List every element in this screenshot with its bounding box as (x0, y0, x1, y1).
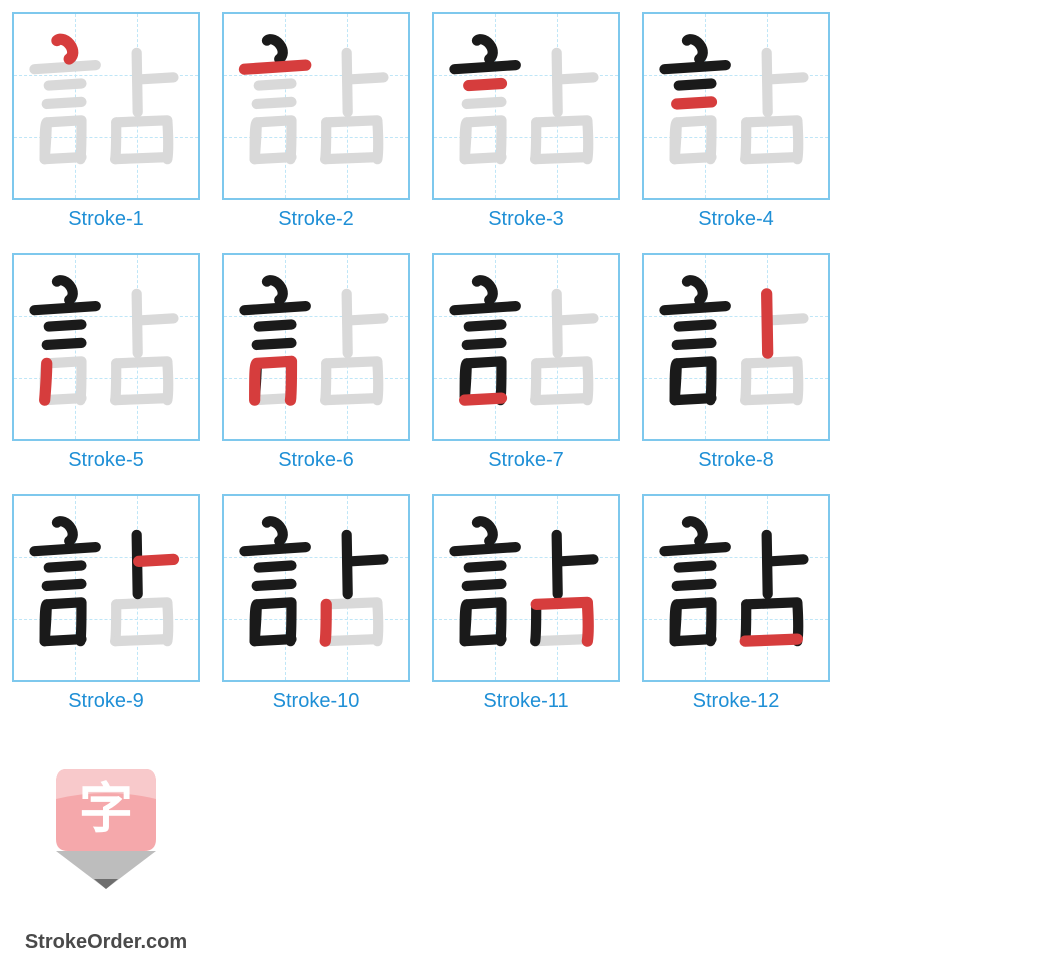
logo-cell: 字 StrokeOrder.com (12, 735, 200, 954)
stroke-step-1: Stroke-1 (12, 12, 200, 231)
stroke-tile (222, 253, 410, 441)
stroke-tile (642, 12, 830, 200)
stroke-step-5: Stroke-5 (12, 253, 200, 472)
stroke-caption: Stroke-7 (488, 449, 564, 472)
stroke-step-8: Stroke-8 (642, 253, 830, 472)
stroke-tile (12, 494, 200, 682)
stroke-caption: Stroke-10 (273, 690, 360, 713)
stroke-caption: Stroke-9 (68, 690, 144, 713)
stroke-caption: Stroke-6 (278, 449, 354, 472)
stroke-caption: Stroke-5 (68, 449, 144, 472)
stroke-caption: Stroke-8 (698, 449, 774, 472)
stroke-tile (222, 494, 410, 682)
stroke-step-2: Stroke-2 (222, 12, 410, 231)
stroke-caption: Stroke-2 (278, 208, 354, 231)
stroke-tile (12, 12, 200, 200)
stroke-tile (642, 253, 830, 441)
logo-tile: 字 (12, 735, 200, 923)
stroke-step-7: Stroke-7 (432, 253, 620, 472)
stroke-tile (222, 12, 410, 200)
stroke-caption: Stroke-11 (483, 690, 568, 713)
stroke-step-4: Stroke-4 (642, 12, 830, 231)
stroke-caption: Stroke-4 (698, 208, 774, 231)
stroke-caption: Stroke-3 (488, 208, 564, 231)
stroke-step-10: Stroke-10 (222, 494, 410, 713)
stroke-caption: Stroke-12 (693, 690, 780, 713)
logo-glyph: 字 (79, 779, 133, 839)
stroke-tile (432, 494, 620, 682)
stroke-step-12: Stroke-12 (642, 494, 830, 713)
site-name: StrokeOrder.com (25, 931, 187, 954)
stroke-caption: Stroke-1 (68, 208, 144, 231)
stroke-step-3: Stroke-3 (432, 12, 620, 231)
stroke-tile (432, 253, 620, 441)
stroke-tile (12, 253, 200, 441)
stroke-step-9: Stroke-9 (12, 494, 200, 713)
stroke-order-grid: Stroke-1 Stroke-2 Stroke-3 Stroke-4 Stroke-5… (12, 12, 1038, 954)
stroke-step-6: Stroke-6 (222, 253, 410, 472)
stroke-step-11: Stroke-11 (432, 494, 620, 713)
stroke-tile (432, 12, 620, 200)
stroke-tile (642, 494, 830, 682)
